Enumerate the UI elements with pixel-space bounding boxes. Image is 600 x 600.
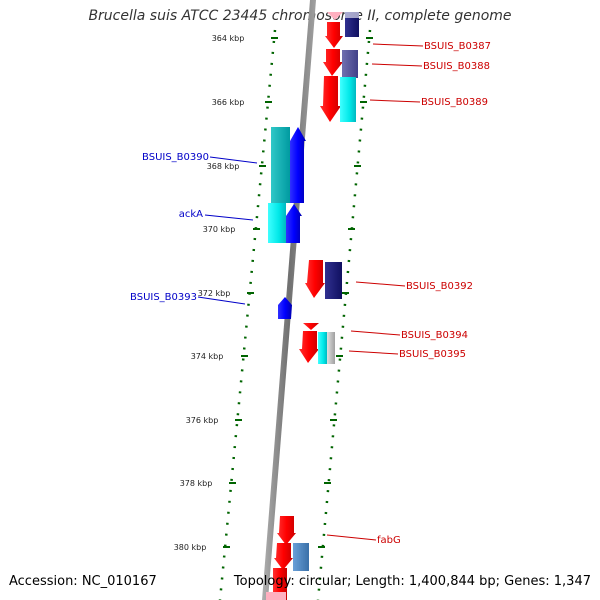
genome-summary-text: Topology: circular; Length: 1,400,844 bp…	[233, 574, 591, 589]
gene-bsuis-b0389-cyan[interactable]	[340, 77, 356, 122]
scale-tick-label: 372 kbp	[198, 289, 231, 298]
gene-bsuis-b0392[interactable]	[305, 260, 325, 298]
chromosome-backbone	[262, 0, 316, 600]
gene-bsuis-b0387[interactable]	[325, 22, 343, 48]
gene-bsuis-b0390[interactable]	[290, 127, 306, 203]
gene-callout-line	[204, 214, 254, 221]
scale-tick-label: 374 kbp	[191, 352, 224, 361]
gene-fabg-2[interactable]	[274, 543, 293, 570]
gene-label[interactable]: BSUIS_B0388	[423, 61, 490, 72]
scale-tick-label: 370 kbp	[203, 225, 236, 234]
gene-labels: BSUIS_B0390 ackA BSUIS_B0393 BSUIS_B0387 BSU…	[130, 41, 491, 546]
gene-fabg-1[interactable]	[277, 516, 296, 545]
gene-bsuis-b0393[interactable]	[278, 297, 292, 319]
gene-bsuis-b0390-teal[interactable]	[271, 127, 290, 203]
scale-tick-label: 376 kbp	[186, 416, 219, 425]
accession-text: Accession: NC_010167	[9, 574, 157, 589]
guide-line-left	[218, 29, 277, 600]
gene-label[interactable]: BSUIS_B0392	[406, 281, 473, 292]
gene-label[interactable]: BSUIS_B0390	[142, 152, 209, 163]
gene-label[interactable]: BSUIS_B0393	[130, 292, 197, 303]
gene-callout-line	[197, 296, 246, 305]
gene-callout-line	[369, 99, 421, 103]
gene-fabg[interactable]	[293, 543, 309, 571]
gene-callout-line	[355, 281, 406, 287]
gene-label[interactable]: BSUIS_B0387	[424, 41, 491, 52]
gene-bsuis-b0388[interactable]	[323, 49, 343, 76]
gene-callout-line	[372, 43, 424, 47]
gene-label[interactable]: BSUIS_B0395	[399, 349, 466, 360]
scale-tick-label: 378 kbp	[180, 479, 213, 488]
gene-acka-cyan[interactable]	[268, 203, 286, 243]
gene-callout-line	[326, 534, 377, 541]
gene-bsuis-b0388-partner[interactable]	[342, 50, 358, 78]
gene-bsuis-b0395-gray[interactable]	[327, 332, 335, 364]
gene-top-stub[interactable]	[327, 12, 343, 20]
gene-callout-line	[348, 350, 399, 355]
gene-top-navy[interactable]	[345, 12, 359, 37]
scale-ticks: 364 kbp 366 kbp 368 kbp 370 kbp 372 kbp 374 k…	[174, 34, 373, 552]
gene-bsuis-b0389[interactable]	[320, 76, 341, 122]
gene-label[interactable]: BSUIS_B0389	[421, 97, 488, 108]
scale-tick-label: 380 kbp	[174, 543, 207, 552]
gene-bsuis-b0395[interactable]	[318, 332, 327, 364]
scale-tick-label: 366 kbp	[212, 98, 245, 107]
guide-line-right	[316, 29, 372, 600]
gene-bottom-pink[interactable]	[266, 592, 286, 600]
gene-acka[interactable]	[286, 204, 302, 243]
map-title: Brucella suis ATCC 23445 chromosome II, …	[88, 8, 512, 24]
gene-label[interactable]: ackA	[179, 209, 203, 220]
gene-bsuis-b0392-navy[interactable]	[325, 262, 342, 299]
gene-label[interactable]: fabG	[377, 535, 401, 546]
gene-bsuis-b0394[interactable]	[299, 331, 319, 363]
gene-callout-line	[209, 156, 258, 164]
scale-tick-label: 368 kbp	[207, 162, 240, 171]
gene-callout-line	[371, 63, 423, 67]
gene-bsuis-b0394-top[interactable]	[303, 323, 319, 330]
gene-top-lightband	[345, 12, 359, 18]
gene-callout-line	[350, 330, 401, 336]
gene-label[interactable]: BSUIS_B0394	[401, 330, 468, 341]
scale-tick-label: 364 kbp	[212, 34, 245, 43]
